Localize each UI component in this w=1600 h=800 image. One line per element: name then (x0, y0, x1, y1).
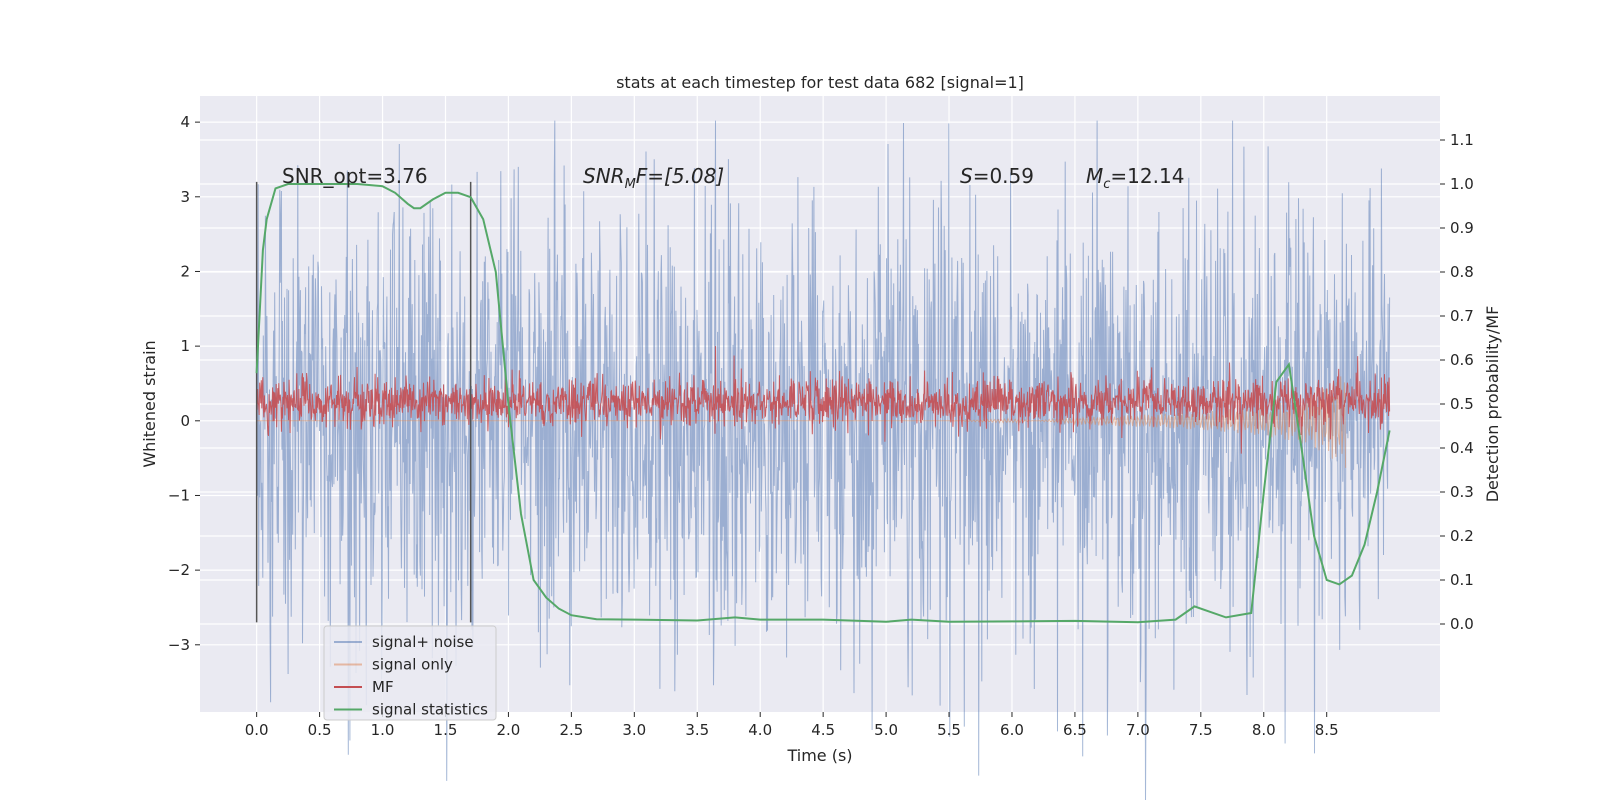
x-tick-label: 0.5 (308, 721, 332, 739)
signal-statistics-layer (255, 183, 1391, 624)
x-tick-label: 2.0 (496, 721, 520, 739)
y-right-tick-label: 1.0 (1450, 175, 1474, 193)
y-right-tick-label: 0.3 (1450, 483, 1474, 501)
x-tick-label: 6.5 (1063, 721, 1087, 739)
x-tick-label: 7.0 (1126, 721, 1150, 739)
y-right-tick-label: 0.5 (1450, 395, 1474, 413)
y-right-tick-label: 0.6 (1450, 351, 1474, 369)
legend-label: signal only (372, 656, 453, 674)
y-tick-label: −2 (168, 561, 190, 579)
x-tick-label: 4.0 (748, 721, 772, 739)
x-axis-label: Time (s) (786, 746, 852, 765)
x-tick-label: 5.5 (937, 721, 961, 739)
y-right-tick-label: 0.8 (1450, 263, 1474, 281)
x-tick-label: 3.0 (622, 721, 646, 739)
legend-label: MF (372, 678, 394, 696)
y-tick-label: 4 (180, 113, 190, 131)
vertical-markers (255, 181, 472, 623)
series-signal-only (256, 376, 1347, 468)
x-tick-label: 6.0 (1000, 721, 1024, 739)
annotation-s: S=0.59 (960, 164, 1034, 188)
x-tick-label: 0.0 (245, 721, 269, 739)
series-mf (256, 346, 1391, 454)
x-tick-label: 1.5 (434, 721, 458, 739)
y-right-tick-label: 0.9 (1450, 219, 1474, 237)
y-right-tick-label: 0.2 (1450, 527, 1474, 545)
x-tick-label: 3.5 (685, 721, 709, 739)
y-tick-label: −1 (168, 486, 190, 504)
legend-box (323, 625, 497, 721)
y-axis: −3 −2 −1 0 1 2 3 4 (168, 113, 200, 654)
x-tick-label: 2.5 (559, 721, 583, 739)
plot-area (256, 120, 1391, 800)
y-tick-label: 2 (180, 262, 190, 280)
chart-title: stats at each timestep for test data 682… (616, 73, 1024, 92)
y-right-tick-label: 0.7 (1450, 307, 1474, 325)
y-right-tick-label: 1.1 (1450, 131, 1474, 149)
y-tick-label: 3 (180, 188, 190, 206)
y-axis-right: 0.0 0.1 0.2 0.3 0.4 0.5 0.6 0.7 0.8 0.9 1.0 1.1 (1440, 131, 1474, 633)
x-tick-label: 8.0 (1252, 721, 1276, 739)
legend-label: signal statistics (372, 701, 488, 719)
series-signal-statistics (255, 183, 1391, 624)
y-tick-label: −3 (168, 636, 190, 654)
x-tick-label: 8.5 (1315, 721, 1339, 739)
annotation-snr-mf: SNRMF=[5.08] (583, 164, 724, 192)
y-right-tick-label: 0.4 (1450, 439, 1474, 457)
y-axis-right-label: Detection probability/MF (1483, 306, 1502, 503)
x-tick-label: 7.5 (1189, 721, 1213, 739)
y-axis-label: Whitened strain (140, 340, 159, 467)
annotation-snr-opt: SNR_opt=3.76 (282, 164, 428, 188)
x-axis: 0.0 0.5 1.0 1.5 2.0 2.5 3.0 3.5 4.0 4.5 5.0 5.5 6.0 6… (245, 712, 1339, 739)
x-tick-label: 1.0 (371, 721, 395, 739)
legend-label: signal+ noise (372, 633, 474, 651)
annotation-mc: Mc=12.14 (1086, 164, 1184, 192)
x-tick-label: 4.5 (811, 721, 835, 739)
x-tick-label: 5.0 (874, 721, 898, 739)
y-right-tick-label: 0.1 (1450, 571, 1474, 589)
y-tick-label: 0 (180, 412, 190, 430)
legend: signal+ noise signal only MF signal statist… (323, 625, 497, 721)
y-right-tick-label: 0.0 (1450, 615, 1474, 633)
y-tick-label: 1 (180, 337, 190, 355)
